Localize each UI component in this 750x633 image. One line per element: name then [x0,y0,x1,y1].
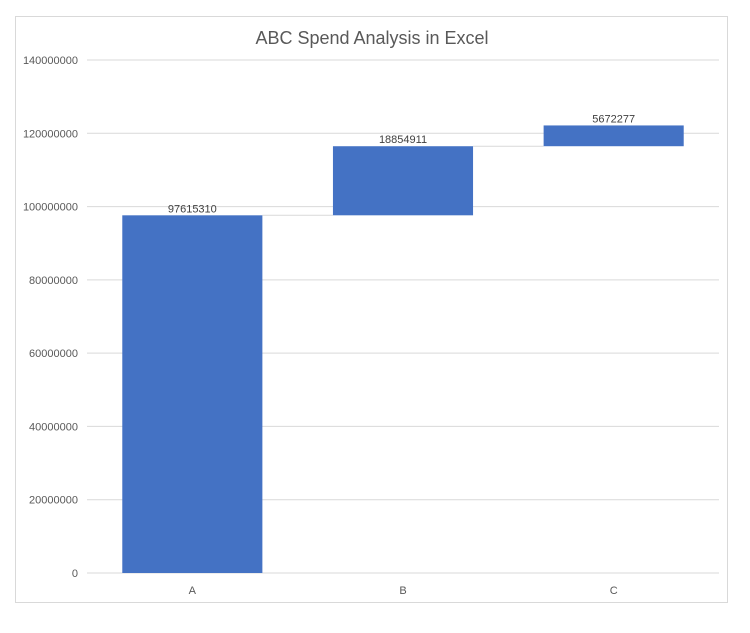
y-tick-label: 60000000 [29,348,78,360]
y-tick-label: 0 [72,568,78,580]
y-tick-label: 40000000 [29,421,78,433]
bar-b [332,146,474,216]
data-labels: 97615310 18854911 5672277 [168,113,635,215]
connector-lines [262,145,544,216]
chart-title: ABC Spend Analysis in Excel [255,28,488,48]
x-tick-label: B [399,585,406,597]
y-tick-label: 100000000 [23,202,78,214]
waterfall-chart: ABC Spend Analysis in Excel 97615310 1885… [23,28,719,597]
chart-area: ABC Spend Analysis in Excel 97615310 1885… [15,16,728,603]
y-tick-label: 120000000 [23,128,78,140]
y-tick-label: 20000000 [29,495,78,507]
bar-c [543,125,684,147]
y-axis-tick-labels: 0 20000000 40000000 60000000 80000000 1000000… [23,55,78,580]
x-axis-tick-labels: A B C [189,585,618,597]
x-tick-label: A [189,585,197,597]
y-tick-label: 140000000 [23,55,78,67]
bars [122,125,684,573]
data-label-a: 97615310 [168,203,217,215]
data-label-c: 5672277 [592,113,635,125]
y-tick-label: 80000000 [29,275,78,287]
bar-a [122,215,263,573]
x-tick-label: C [610,585,618,597]
data-label-b: 18854911 [379,134,427,146]
